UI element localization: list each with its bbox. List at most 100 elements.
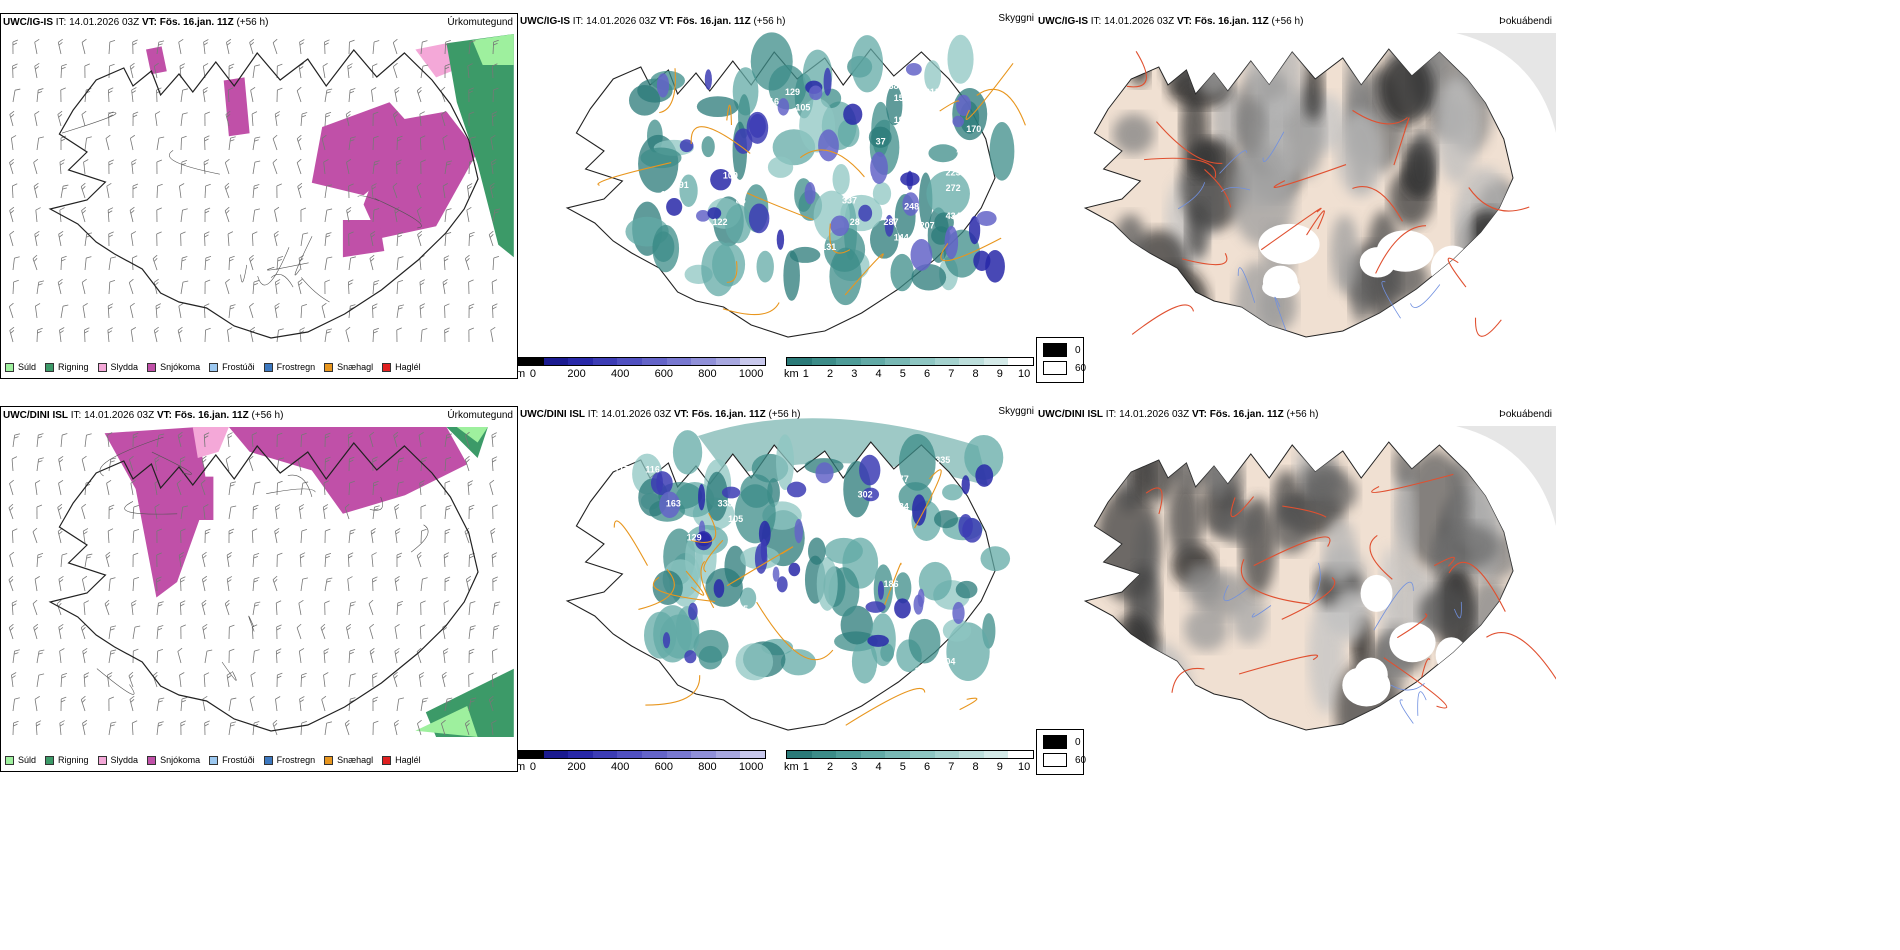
wind-barb	[394, 206, 400, 223]
ceiling-cell	[776, 229, 785, 250]
wind-barb	[224, 158, 230, 175]
wind-barb	[467, 183, 473, 199]
wind-barb	[81, 110, 87, 127]
wind-barb	[296, 86, 302, 103]
wind-barb	[299, 552, 306, 568]
visibility-cell	[851, 35, 884, 93]
colorbar-cell	[811, 358, 837, 365]
wind-barb	[396, 457, 405, 472]
wind-barb	[180, 112, 188, 127]
road-line	[1306, 210, 1325, 236]
fog-indicator-cell	[1493, 644, 1513, 730]
wind-barb	[228, 481, 236, 496]
river-line	[1390, 683, 1425, 691]
wind-barb	[128, 671, 134, 688]
panel-type-label: Þokuábendi	[1499, 409, 1552, 420]
ceiling-cell	[754, 543, 768, 574]
wind-barb	[298, 599, 304, 616]
wind-barb	[346, 206, 352, 223]
colorbar-cell	[934, 751, 960, 758]
wind-barb	[272, 719, 278, 736]
wind-barb	[104, 599, 110, 616]
ceiling-cell	[910, 239, 933, 271]
colorbar-tick-label: 3	[851, 368, 858, 379]
visibility-cell	[735, 643, 774, 681]
colorbar-cell	[617, 751, 642, 758]
fog-indicator-cell	[1435, 76, 1479, 185]
wind-barb	[180, 528, 186, 544]
wind-barb	[156, 721, 164, 736]
wind-barb	[252, 721, 260, 736]
river-line	[1373, 581, 1414, 631]
legend-item: Snæhagl	[324, 362, 373, 372]
wind-barb	[323, 480, 330, 496]
visibility-cell	[918, 561, 952, 601]
fog-indicator-cell	[1193, 49, 1235, 98]
river-line	[1237, 267, 1256, 303]
road-line	[1375, 225, 1427, 274]
wind-barb	[442, 134, 448, 151]
wind-barb	[108, 159, 114, 175]
visibility-value-label: 196	[894, 514, 909, 524]
legend-swatch	[263, 755, 273, 765]
wind-barb	[396, 304, 405, 319]
glacier-area	[1354, 657, 1388, 693]
wind-barb	[419, 135, 426, 151]
wind-barb	[34, 696, 40, 712]
road-line	[61, 112, 117, 134]
wind-barb	[299, 39, 305, 55]
ceiling-cell	[968, 216, 981, 245]
wind-barb	[156, 648, 163, 664]
colorbar-cell	[909, 358, 935, 365]
road-line	[652, 576, 716, 603]
fog-indicator-cell	[1186, 201, 1209, 260]
wind-barb	[60, 433, 68, 448]
road-line	[1126, 51, 1147, 88]
wind-barb	[80, 695, 86, 712]
wind-barb	[108, 279, 116, 295]
visibility-cell	[829, 247, 862, 306]
legend-item: Slydda	[97, 755, 138, 765]
wind-barb	[296, 134, 302, 151]
wind-barb	[442, 183, 448, 199]
wind-barb	[156, 207, 162, 223]
ceiling-cell	[917, 588, 925, 608]
road-line	[726, 104, 733, 126]
wind-barb	[252, 553, 260, 568]
wind-barb	[324, 528, 331, 544]
wind-barb	[252, 208, 261, 223]
wind-barb	[248, 455, 254, 472]
fog-indicator-cell	[1107, 613, 1158, 726]
wind-barb	[276, 63, 283, 79]
wind-barb	[440, 86, 446, 103]
wind-barb	[490, 134, 496, 151]
fog-indicator-cell	[1471, 622, 1496, 670]
road-line	[267, 262, 309, 271]
colorbar-cell	[691, 751, 716, 758]
visibility-cell	[989, 122, 1015, 181]
colorbar-tick-label: 2	[827, 761, 834, 772]
visibility-cell	[964, 434, 1004, 480]
fog-indicator-cell	[1112, 113, 1155, 155]
wind-barb	[369, 623, 375, 640]
wind-barb	[108, 577, 116, 592]
precip-panel-igis: UWC/IG-IS IT: 14.01.2026 03Z VT: Fös. 16…	[0, 13, 518, 379]
wind-barb	[108, 625, 117, 640]
legend-item: Frostúði	[209, 755, 255, 765]
wind-barb	[489, 182, 495, 199]
wind-barb	[203, 303, 210, 319]
road-line	[1421, 658, 1431, 678]
wind-barb	[12, 433, 20, 448]
visibility-value-label: 192	[894, 115, 909, 125]
wind-barb	[180, 505, 188, 520]
wind-barb	[129, 62, 135, 79]
wind-barb	[348, 183, 354, 199]
wind-barb	[81, 38, 87, 55]
fog-map	[1083, 426, 1556, 731]
legend-label: Frostúði	[222, 755, 255, 765]
wind-barb	[228, 721, 237, 736]
road-line	[266, 488, 316, 494]
ceiling-cell	[858, 204, 873, 222]
wind-barb	[180, 697, 188, 712]
wind-barb	[468, 40, 476, 55]
